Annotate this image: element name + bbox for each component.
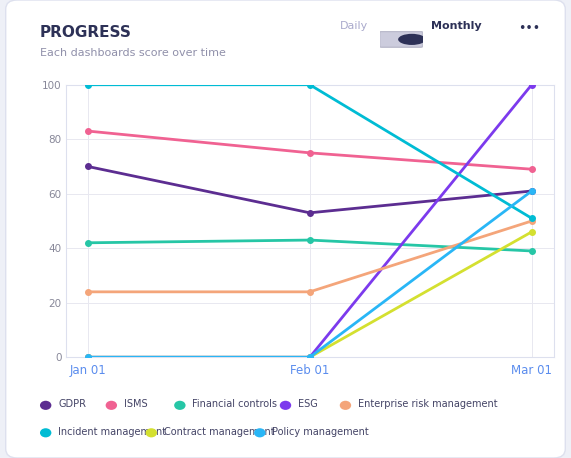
Text: Financial controls: Financial controls — [192, 399, 278, 409]
Text: ISMS: ISMS — [124, 399, 147, 409]
Text: Daily: Daily — [340, 21, 368, 31]
Text: GDPR: GDPR — [58, 399, 86, 409]
Text: Enterprise risk management: Enterprise risk management — [358, 399, 498, 409]
Text: •••: ••• — [518, 22, 541, 35]
FancyBboxPatch shape — [380, 32, 423, 47]
Text: PROGRESS: PROGRESS — [40, 25, 132, 40]
Text: Policy management: Policy management — [272, 427, 369, 437]
Text: Contract management: Contract management — [164, 427, 275, 437]
Circle shape — [398, 34, 425, 45]
Text: Monthly: Monthly — [431, 21, 482, 31]
Text: Each dashboards score over time: Each dashboards score over time — [40, 48, 226, 58]
Text: Incident management: Incident management — [58, 427, 166, 437]
Text: ESG: ESG — [298, 399, 318, 409]
